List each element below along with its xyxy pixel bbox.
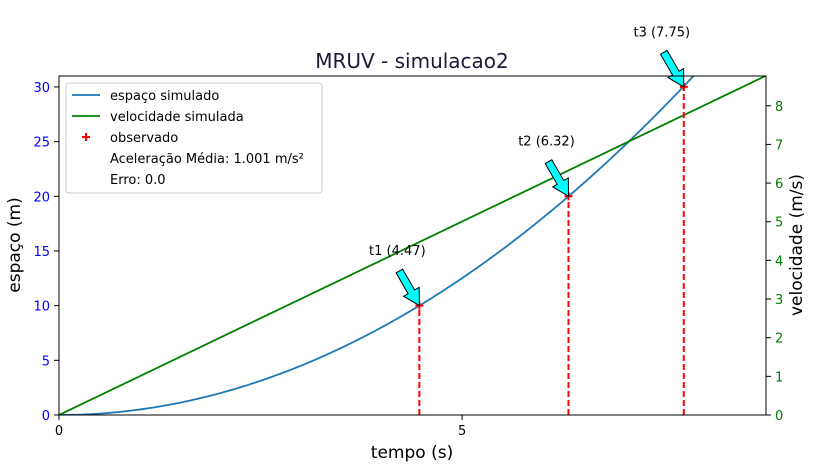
annotation-arrow-2 [544,159,570,198]
y-right-tick-label-0: 0 [775,409,783,424]
y-axis-label-right: velocidade (m/s) [787,174,807,316]
x-axis-label: tempo (s) [371,443,453,463]
y-right-tick-label-5: 5 [775,216,783,231]
y-right-tick-label-1: 1 [775,370,783,385]
y-right-tick-label-7: 7 [775,138,783,153]
annotation-label-3: t3 (7.75) [633,25,690,40]
y-left-tick-label-5: 5 [42,354,50,369]
y-right-tick-label-2: 2 [775,332,783,347]
y-axis-label-left: espaço (m) [5,197,25,293]
y-left-tick-label-10: 10 [33,300,50,315]
legend-label-1: espaço simulado [110,89,219,104]
series-line-espaco-simulado [59,76,695,415]
x-tick-label-0: 0 [55,424,63,439]
legend-label-5: Erro: 0.0 [110,173,166,188]
x-tick-label-5: 5 [458,424,466,439]
annotation-arrow-3 [659,49,685,88]
legend-label-4: Aceleração Média: 1.001 m/s² [110,152,304,167]
y-right-tick-label-4: 4 [775,254,783,269]
y-right-tick-label-6: 6 [775,177,783,192]
y-left-tick-label-30: 30 [33,81,50,96]
y-left-tick-label-25: 25 [33,136,50,151]
legend-box [65,82,323,194]
legend-label-3: observado [110,131,178,146]
y-left-tick-label-0: 0 [42,409,50,424]
annotation-label-2: t2 (6.32) [518,135,575,150]
y-right-tick-label-8: 8 [775,100,783,115]
legend-swatch-3 [82,133,90,141]
y-right-tick-label-3: 3 [775,293,783,308]
series-line-velocidade-simulada [59,76,766,415]
annotation-label-1: t1 (4.47) [369,244,426,259]
y-left-tick-label-15: 15 [33,245,50,260]
y-left-tick-label-20: 20 [33,190,50,205]
legend-label-2: velocidade simulada [110,110,244,125]
chart-title: MRUV - simulacao2 [315,49,509,73]
annotation-arrow-1 [395,268,420,307]
plot-frame [58,75,767,416]
